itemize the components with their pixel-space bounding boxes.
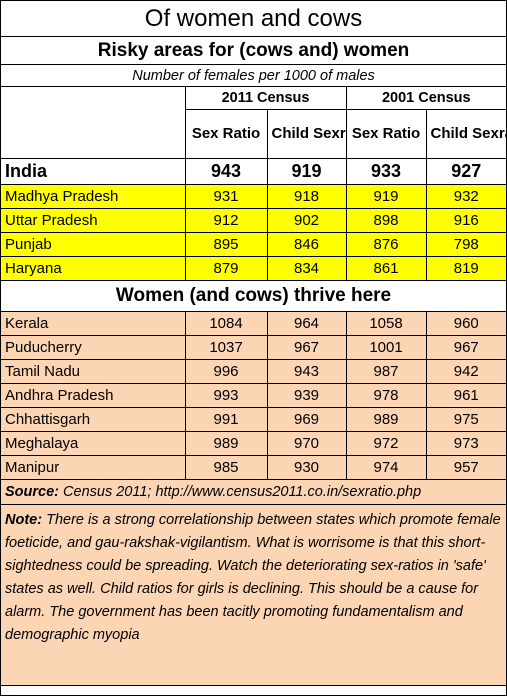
sex-ratio-2001-cell: 974 — [345, 455, 427, 480]
child-sexratio-2001-cell: 942 — [425, 359, 507, 384]
india-label: India — [1, 158, 186, 185]
thrive-state-row: Kerala 1084 964 1058 960 — [1, 311, 507, 336]
child-sexratio-2011-cell: 918 — [266, 184, 347, 209]
child-sexratio-2001-cell: 957 — [425, 455, 507, 480]
child-sexratio-2001-cell: 932 — [425, 184, 507, 209]
risky-state-row: Uttar Pradesh 912 902 898 916 — [1, 208, 507, 233]
state-name-cell: Puducherry — [1, 335, 186, 360]
state-name-cell: Tamil Nadu — [1, 359, 186, 384]
india-sex-ratio-2011: 943 — [184, 158, 268, 185]
state-name-cell: Manipur — [1, 455, 186, 480]
india-child-2001: 927 — [425, 158, 507, 185]
risky-state-row: Madhya Pradesh 931 918 919 932 — [1, 184, 507, 209]
risky-state-row: Punjab 895 846 876 798 — [1, 232, 507, 257]
thrive-state-row: Andhra Pradesh 993 939 978 961 — [1, 383, 507, 408]
child-sexratio-2011-cell: 967 — [266, 335, 347, 360]
sex-ratio-2001-cell: 861 — [345, 256, 427, 281]
state-name-cell: Madhya Pradesh — [1, 184, 186, 209]
sex-ratio-2001-cell: 972 — [345, 431, 427, 456]
child-sexratio-2011-cell: 943 — [266, 359, 347, 384]
source-text: Census 2011; http://www.census2011.co.in… — [59, 484, 422, 500]
child-sexratio-2001-cell: 967 — [425, 335, 507, 360]
thrive-state-row: Chhattisgarh 991 969 989 975 — [1, 407, 507, 432]
child-sexratio-2011-cell: 964 — [266, 311, 347, 336]
col-sex-ratio-2011: Sex Ratio — [185, 109, 268, 159]
state-name-cell: Punjab — [1, 232, 186, 257]
sex-ratio-2011-cell: 879 — [184, 256, 268, 281]
child-sexratio-2001-cell: 973 — [425, 431, 507, 456]
note-text: There is a strong correlationship betwee… — [5, 512, 501, 643]
india-child-2011: 919 — [266, 158, 347, 185]
sex-ratio-2011-cell: 991 — [184, 407, 268, 432]
source-line: Source: Census 2011; http://www.census20… — [1, 479, 507, 505]
thrive-state-row: Puducherry 1037 967 1001 967 — [1, 335, 507, 360]
state-name-cell: Uttar Pradesh — [1, 208, 186, 233]
sex-ratio-2011-cell: 993 — [184, 383, 268, 408]
child-sexratio-2011-cell: 930 — [266, 455, 347, 480]
page-title: Of women and cows — [1, 1, 507, 37]
child-sexratio-2011-cell: 970 — [266, 431, 347, 456]
sex-ratio-2011-cell: 989 — [184, 431, 268, 456]
census-2001-header: 2001 Census — [345, 86, 507, 110]
census-2011-header: 2011 Census — [184, 86, 347, 110]
state-name-cell: Chhattisgarh — [1, 407, 186, 432]
state-name-cell: Kerala — [1, 311, 186, 336]
thrive-state-row: Manipur 985 930 974 957 — [1, 455, 507, 480]
risky-areas-heading: Risky areas for (cows and) women — [1, 36, 507, 65]
thrive-state-row: Meghalaya 989 970 972 973 — [1, 431, 507, 456]
sex-ratio-2001-cell: 876 — [345, 232, 427, 257]
child-sexratio-2011-cell: 846 — [266, 232, 347, 257]
risky-state-row: Haryana 879 834 861 819 — [1, 256, 507, 281]
col-child-sexratio-2011: Child Sexratio — [266, 109, 347, 159]
child-sexratio-2001-cell: 975 — [425, 407, 507, 432]
sex-ratio-2001-cell: 987 — [345, 359, 427, 384]
child-sexratio-2001-cell: 960 — [425, 311, 507, 336]
sex-ratio-2001-cell: 1058 — [345, 311, 427, 336]
sex-ratio-2001-cell: 1001 — [345, 335, 427, 360]
child-sexratio-2011-cell: 902 — [266, 208, 347, 233]
note-label: Note: — [5, 512, 43, 528]
sex-ratio-2011-cell: 895 — [184, 232, 268, 257]
thrive-state-row: Tamil Nadu 996 943 987 942 — [1, 359, 507, 384]
thrive-heading: Women (and cows) thrive here — [1, 280, 507, 312]
state-name-cell: Meghalaya — [1, 431, 186, 456]
child-sexratio-2001-cell: 819 — [425, 256, 507, 281]
india-sex-ratio-2001: 933 — [345, 158, 427, 185]
sex-ratio-2011-cell: 912 — [184, 208, 268, 233]
source-label: Source: — [5, 484, 59, 500]
india-row: India 943 919 933 927 — [1, 158, 507, 185]
sex-ratio-2001-cell: 898 — [345, 208, 427, 233]
sex-ratio-2011-cell: 985 — [184, 455, 268, 480]
child-sexratio-2001-cell: 916 — [425, 208, 507, 233]
sex-ratio-2011-cell: 1037 — [184, 335, 268, 360]
sex-ratio-2001-cell: 919 — [345, 184, 427, 209]
sex-ratio-2001-cell: 978 — [345, 383, 427, 408]
state-name-cell: Andhra Pradesh — [1, 383, 186, 408]
state-name-cell: Haryana — [1, 256, 186, 281]
blank-header-cell — [1, 86, 186, 159]
col-child-sexratio-2001: Child Sexratio — [425, 109, 507, 159]
child-sexratio-2001-cell: 961 — [425, 383, 507, 408]
sex-ratio-2011-cell: 996 — [184, 359, 268, 384]
child-sexratio-2001-cell: 798 — [425, 232, 507, 257]
note-box: Note: There is a strong correlationship … — [1, 504, 507, 686]
child-sexratio-2011-cell: 969 — [266, 407, 347, 432]
child-sexratio-2011-cell: 834 — [266, 256, 347, 281]
child-sexratio-2011-cell: 939 — [266, 383, 347, 408]
unit-note: Number of females per 1000 of males — [1, 64, 507, 87]
col-sex-ratio-2001: Sex Ratio — [345, 109, 427, 159]
sex-ratio-2011-cell: 1084 — [184, 311, 268, 336]
sex-ratio-2011-cell: 931 — [184, 184, 268, 209]
sex-ratio-2001-cell: 989 — [345, 407, 427, 432]
